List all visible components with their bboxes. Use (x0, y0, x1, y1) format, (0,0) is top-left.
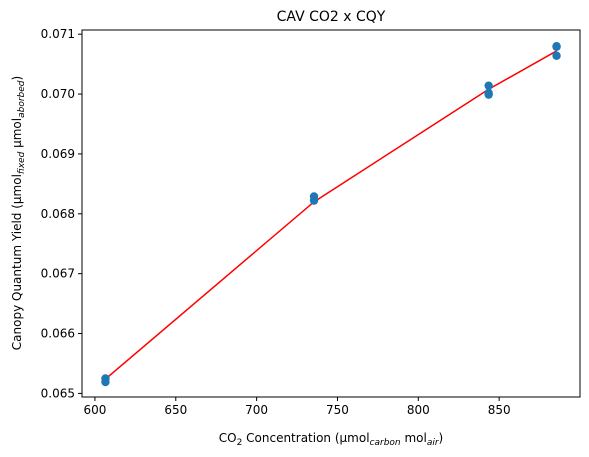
chart-title: CAV CO2 x CQY (277, 9, 386, 25)
x-label-sub3: air (427, 438, 440, 448)
y-tick-label: 0.070 (41, 87, 75, 101)
data-point (309, 196, 319, 205)
x-label-mid: Concentration (µmol (242, 431, 369, 445)
y-axis-label: Canopy Quantum Yield (µmolfixed µmolabor… (10, 76, 27, 350)
y-label-sub2: aborbed (17, 80, 27, 118)
data-point (552, 51, 561, 60)
y-label-post: ) (10, 76, 24, 81)
x-label-pre: CO (219, 431, 237, 445)
x-tick-label: 800 (407, 403, 430, 417)
data-point (484, 90, 493, 99)
plot-background (82, 30, 580, 397)
x-tick-label: 650 (164, 403, 187, 417)
x-ticks: 600 650 700 750 800 850 (83, 397, 511, 417)
x-tick-label: 700 (245, 403, 268, 417)
y-label-pre: Canopy Quantum Yield (µmol (10, 174, 24, 350)
y-tick-label: 0.068 (41, 207, 75, 221)
point-layer (101, 41, 561, 387)
line-layer (104, 50, 557, 380)
y-tick-label: 0.066 (41, 327, 75, 341)
y-tick-label: 0.071 (41, 27, 75, 41)
y-label-sub1: fixed (17, 151, 27, 174)
y-tick-label: 0.065 (41, 386, 75, 400)
y-tick-label: 0.069 (41, 147, 75, 161)
y-tick-label: 0.067 (41, 267, 75, 281)
x-tick-label: 850 (488, 403, 511, 417)
x-label-sub2: carbon (370, 438, 401, 448)
data-point (101, 377, 110, 387)
x-axis-label: CO2 Concentration (µmolcarbon molair) (219, 431, 443, 448)
data-point (552, 42, 561, 51)
x-label-post: ) (439, 431, 444, 445)
y-label-mid: µmol (10, 118, 24, 152)
y-ticks: 0.065 0.066 0.067 0.068 0.069 0.070 0.071 (41, 27, 82, 400)
fit-line (104, 50, 557, 380)
x-tick-label: 750 (326, 403, 349, 417)
x-tick-label: 600 (83, 403, 106, 417)
data-point (484, 81, 493, 90)
x-label-mid2: mol (401, 431, 427, 445)
x-label-sub1: 2 (237, 438, 243, 448)
